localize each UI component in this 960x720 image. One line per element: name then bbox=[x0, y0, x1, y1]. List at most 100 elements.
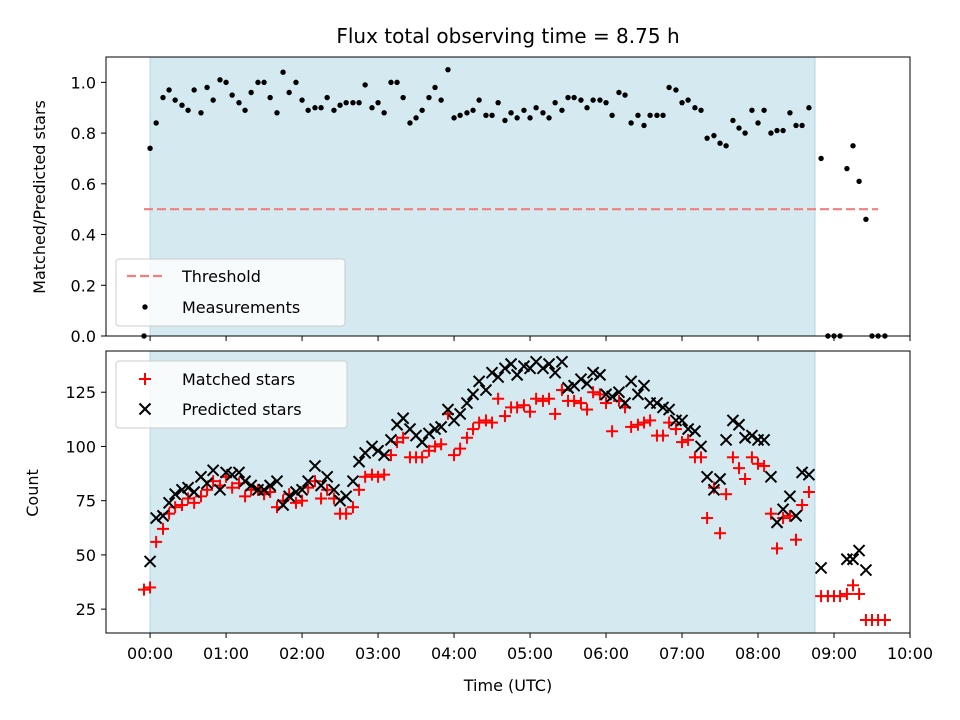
matched-star-marker bbox=[733, 462, 746, 475]
measurement-point bbox=[622, 92, 628, 98]
predicted-star-marker bbox=[795, 466, 809, 479]
matched-star-marker bbox=[448, 449, 461, 462]
predicted-star-marker bbox=[181, 481, 195, 494]
measurement-point bbox=[153, 120, 159, 126]
predicted-star-marker bbox=[466, 388, 480, 401]
matched-star-marker bbox=[365, 468, 378, 481]
measurement-point bbox=[464, 110, 470, 116]
matched-star-marker bbox=[169, 501, 182, 514]
predicted-star-marker bbox=[225, 468, 239, 481]
measurement-point bbox=[863, 216, 869, 223]
x-tick-label: 09:00 bbox=[811, 644, 857, 663]
measurement-point bbox=[166, 87, 172, 93]
predicted-star-marker bbox=[365, 440, 379, 453]
matched-star-marker bbox=[321, 483, 334, 496]
matched-star-marker bbox=[422, 444, 435, 457]
matched-star-marker bbox=[498, 410, 511, 423]
predicted-star-marker bbox=[143, 555, 157, 568]
measurement-point bbox=[552, 99, 558, 106]
predicted-star-marker bbox=[333, 494, 347, 507]
measurement-point bbox=[793, 122, 799, 129]
measurement-point bbox=[343, 99, 349, 106]
matched-star-marker bbox=[847, 579, 860, 592]
measurement-point bbox=[362, 82, 368, 88]
matched-star-marker bbox=[714, 527, 727, 540]
predicted-star-marker bbox=[491, 370, 505, 384]
x-tick-label: 04:00 bbox=[431, 644, 477, 663]
measurement-point bbox=[660, 112, 666, 119]
predicted-star-marker bbox=[232, 466, 246, 479]
matched-star-marker bbox=[574, 397, 587, 410]
predicted-star-marker bbox=[377, 448, 391, 462]
measurement-point bbox=[261, 79, 267, 86]
matched-legend-swatch bbox=[139, 373, 151, 385]
measurement-point bbox=[394, 79, 400, 86]
predicted-star-marker bbox=[498, 362, 512, 375]
matched-star-marker bbox=[676, 436, 689, 449]
predicted-star-marker bbox=[504, 357, 518, 371]
predicted-star-marker bbox=[789, 509, 803, 523]
predicted-star-marker bbox=[460, 396, 474, 410]
predicted-star-marker bbox=[238, 474, 252, 488]
matched-star-marker bbox=[175, 499, 188, 512]
matched-star-marker bbox=[720, 488, 733, 501]
matched-star-marker bbox=[638, 416, 651, 429]
measurement-point bbox=[248, 89, 254, 96]
y-tick-label: 125 bbox=[65, 383, 96, 402]
matched-star-marker bbox=[802, 486, 815, 498]
predicted-star-marker bbox=[479, 383, 493, 397]
predicted-star-marker bbox=[764, 470, 778, 484]
predicted-star-marker bbox=[814, 561, 828, 575]
measurement-point bbox=[685, 97, 691, 103]
predicted-star-marker bbox=[580, 377, 594, 390]
measurement-point bbox=[331, 107, 337, 113]
matched-star-marker bbox=[631, 418, 644, 431]
measurement-point bbox=[489, 112, 495, 119]
matched-star-marker bbox=[771, 542, 784, 555]
predicted-star-marker bbox=[441, 403, 455, 416]
matched-star-marker bbox=[790, 533, 803, 546]
measurement-point bbox=[483, 112, 489, 119]
predicted-star-marker bbox=[339, 490, 353, 503]
matched-star-marker bbox=[346, 501, 359, 514]
measurement-point bbox=[318, 105, 324, 111]
y-tick-label: 75 bbox=[76, 492, 96, 511]
predicted-star-marker bbox=[757, 433, 771, 447]
x-tick-label: 05:00 bbox=[507, 644, 553, 663]
matched-star-marker bbox=[201, 483, 214, 496]
bottom-legend: Matched stars Predicted stars bbox=[115, 360, 348, 429]
matched-star-marker bbox=[600, 397, 613, 410]
y-tick-label: 0.8 bbox=[71, 124, 96, 143]
predicted-star-marker bbox=[700, 470, 714, 484]
measurement-point bbox=[350, 99, 356, 106]
predicted-star-marker bbox=[745, 429, 759, 442]
matched-star-marker bbox=[435, 438, 448, 451]
matched-star-marker bbox=[188, 496, 201, 509]
measurement-point bbox=[198, 110, 204, 116]
matched-star-marker bbox=[492, 392, 505, 405]
matched-star-marker bbox=[372, 470, 385, 483]
measurement-point bbox=[641, 122, 647, 129]
predicted-star-marker bbox=[852, 544, 866, 557]
predicted-star-marker bbox=[650, 396, 664, 410]
y-tick-label: 100 bbox=[65, 437, 96, 456]
predicted-star-marker bbox=[415, 435, 429, 449]
predicted-star-marker bbox=[282, 490, 296, 503]
matched-star-marker bbox=[473, 416, 486, 429]
measurements-legend-label: Measurements bbox=[182, 298, 300, 317]
bottom-y-axis-label: Count bbox=[23, 469, 42, 517]
predicted-star-marker bbox=[707, 483, 721, 497]
measurement-point bbox=[850, 143, 856, 149]
predicted-star-marker bbox=[605, 390, 619, 403]
matched-star-marker bbox=[726, 451, 739, 464]
y-tick-label: 0.2 bbox=[71, 276, 96, 295]
measurement-point bbox=[419, 107, 425, 113]
matched-star-marker bbox=[695, 451, 708, 464]
measurement-point bbox=[616, 89, 622, 96]
measurement-point bbox=[267, 94, 273, 101]
measurement-point bbox=[413, 115, 419, 121]
matched-star-marker bbox=[834, 590, 847, 603]
measurement-point bbox=[375, 99, 381, 106]
matched-star-marker bbox=[549, 407, 562, 420]
predicted-star-marker bbox=[257, 483, 271, 497]
